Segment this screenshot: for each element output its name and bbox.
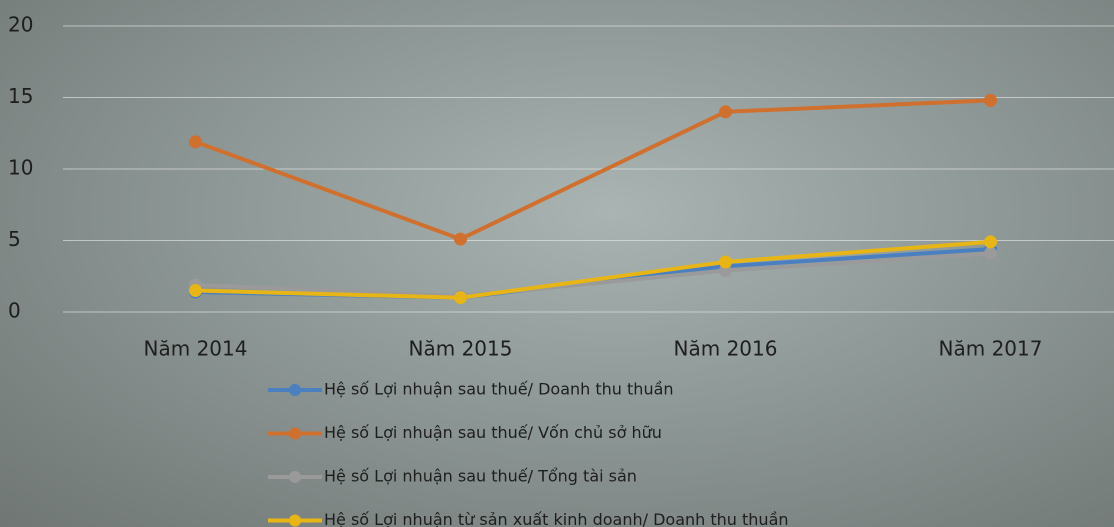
page: 0 5 10 15 20 Năm 2014 Năm 2015 Năm 2016 Năm 2017… — [0, 0, 1114, 527]
point — [984, 247, 997, 260]
point — [719, 255, 732, 268]
series-line — [196, 253, 991, 296]
legend-label: Hệ số Lợi nhuận sau thuế/ Vốn chủ sở hữu — [324, 423, 662, 442]
legend-marker — [289, 384, 301, 396]
chart: 0 5 10 15 20 Năm 2014 Năm 2015 Năm 2016 Năm 2017… — [0, 0, 1114, 527]
point — [719, 105, 732, 118]
legend-marker — [289, 515, 301, 527]
x-tick-label: Năm 2016 — [674, 337, 778, 361]
legend-label: Hệ số Lợi nhuận từ sản xuất kinh doanh/ … — [324, 510, 789, 527]
y-tick-label: 10 — [8, 156, 33, 180]
point — [984, 235, 997, 248]
y-tick-label: 20 — [8, 13, 33, 37]
point — [189, 284, 202, 297]
x-tick-label: Năm 2014 — [144, 337, 248, 361]
x-tick-label: Năm 2015 — [409, 337, 513, 361]
point — [984, 94, 997, 107]
legend-marker — [289, 471, 301, 483]
legend-label: Hệ số Lợi nhuận sau thuế/ Doanh thu thuầ… — [324, 380, 674, 399]
y-tick-label: 0 — [8, 299, 21, 323]
point — [454, 291, 467, 304]
series-line — [196, 100, 991, 239]
legend-label: Hệ số Lợi nhuận sau thuế/ Tổng tài sản — [324, 467, 637, 486]
x-tick-label: Năm 2017 — [939, 337, 1043, 361]
point — [454, 233, 467, 246]
legend-marker — [289, 428, 301, 440]
point — [189, 135, 202, 148]
y-tick-label: 5 — [8, 227, 21, 251]
y-tick-label: 15 — [8, 84, 33, 108]
